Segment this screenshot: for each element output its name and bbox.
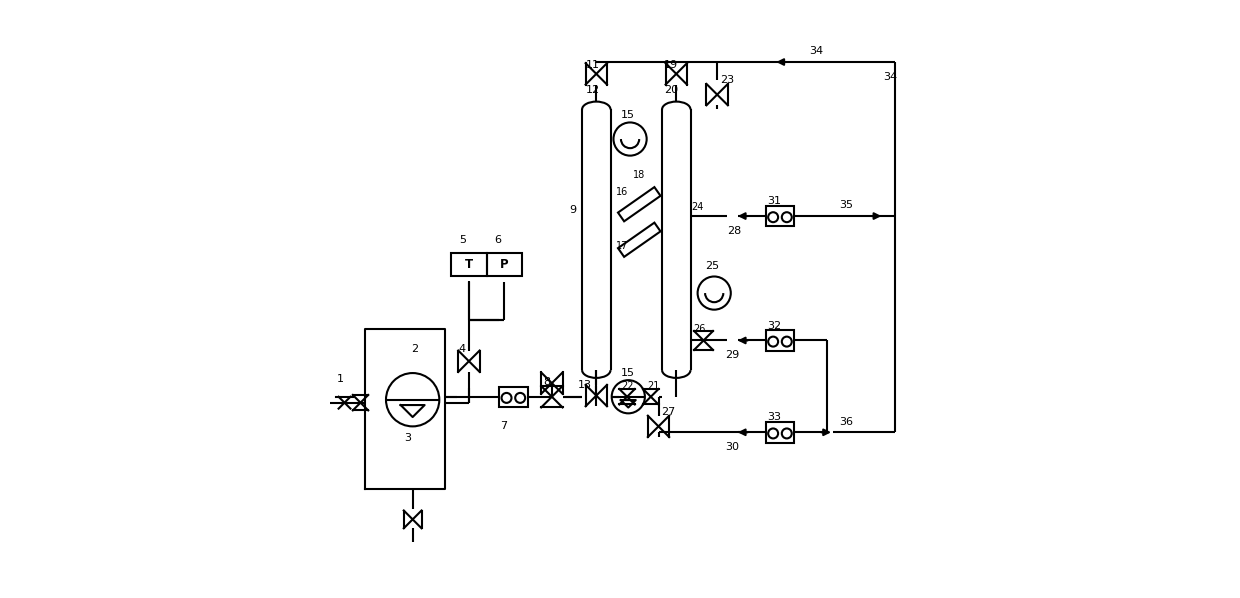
Text: 22: 22 (621, 381, 634, 391)
Text: 16: 16 (615, 187, 627, 197)
Text: 2: 2 (412, 344, 419, 355)
Text: 4: 4 (459, 344, 466, 355)
Text: 28: 28 (727, 226, 740, 236)
Text: 9: 9 (569, 205, 577, 215)
Text: 20: 20 (663, 86, 678, 96)
Text: P: P (500, 258, 508, 271)
Text: T: T (465, 258, 472, 271)
Text: 33: 33 (766, 413, 781, 423)
Text: 18: 18 (634, 170, 646, 179)
Text: 13: 13 (578, 380, 591, 390)
Text: 23: 23 (720, 75, 734, 85)
Text: 30: 30 (725, 442, 739, 452)
Text: 31: 31 (766, 196, 781, 206)
Text: 3: 3 (404, 433, 410, 443)
Text: 21: 21 (647, 381, 660, 391)
Text: 12: 12 (585, 86, 600, 96)
Text: 29: 29 (725, 350, 740, 360)
Text: 8: 8 (543, 377, 551, 387)
Text: 15: 15 (621, 111, 635, 120)
Text: 35: 35 (839, 200, 853, 210)
Text: 32: 32 (766, 321, 781, 331)
Bar (500, 386, 527, 407)
Text: 15: 15 (620, 368, 635, 378)
Bar (486, 253, 522, 276)
Text: 5: 5 (459, 235, 466, 245)
Text: 25: 25 (706, 261, 719, 271)
Text: 34: 34 (810, 47, 823, 56)
Text: 17: 17 (615, 240, 627, 251)
Text: 7: 7 (500, 422, 507, 431)
Text: 34: 34 (884, 72, 898, 82)
Text: 24: 24 (692, 202, 704, 212)
Bar (766, 422, 794, 443)
Text: 19: 19 (663, 60, 678, 70)
Bar (766, 206, 794, 226)
Text: 1: 1 (337, 374, 343, 384)
Text: 26: 26 (693, 324, 706, 334)
Bar (451, 253, 486, 276)
Text: 11: 11 (585, 60, 600, 70)
Bar (766, 330, 794, 350)
Text: 36: 36 (839, 417, 853, 426)
Text: 27: 27 (661, 407, 676, 417)
Text: 6: 6 (495, 235, 501, 245)
